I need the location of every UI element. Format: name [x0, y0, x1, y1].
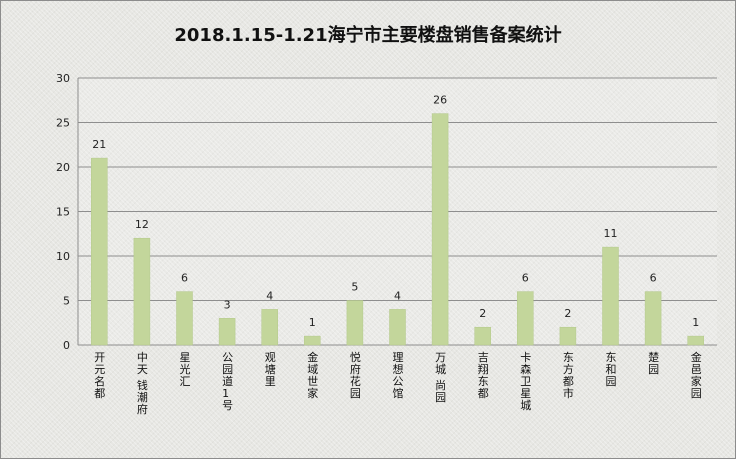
x-tick-label: 公园道 1 号	[222, 351, 233, 412]
bar	[304, 335, 321, 346]
x-tick-label: 悦府花园	[350, 350, 361, 400]
x-tick-label: 万城 尚园	[435, 351, 446, 404]
x-tick-label: 金域世家	[307, 350, 318, 400]
data-label: 2	[479, 307, 486, 320]
data-label: 1	[309, 316, 316, 329]
bar	[602, 246, 619, 346]
y-tick-label: 25	[56, 117, 70, 130]
bar	[218, 318, 236, 346]
x-tick-label: 金邑家园	[691, 350, 702, 400]
y-tick-label: 0	[63, 339, 70, 352]
data-label: 6	[181, 272, 188, 285]
data-label: 1	[692, 316, 699, 329]
bar	[644, 291, 662, 346]
y-tick-label: 30	[56, 72, 70, 85]
bar	[176, 291, 193, 346]
bar	[687, 335, 704, 346]
data-label: 2	[564, 307, 571, 320]
data-label: 5	[351, 281, 358, 294]
y-tick-label: 10	[56, 250, 70, 263]
data-label: 4	[266, 289, 273, 302]
chart-title: 2018.1.15-1.21海宁市主要楼盘销售备案统计	[174, 25, 562, 46]
bar	[517, 291, 534, 346]
x-tick-label: 观塘里	[265, 351, 276, 388]
bar	[389, 309, 406, 346]
data-label: 11	[604, 227, 618, 240]
bar	[559, 326, 577, 346]
y-tick-label: 20	[56, 161, 70, 174]
x-tick-label: 东和园	[606, 351, 617, 388]
x-tick-label: 星光汇	[180, 351, 191, 388]
y-tick-label: 5	[63, 295, 70, 308]
bar	[346, 300, 364, 346]
data-label: 6	[650, 272, 657, 285]
bar	[133, 237, 151, 346]
x-tick-label: 吉翔东都	[478, 351, 489, 400]
x-tick-label: 理想公馆	[393, 351, 404, 400]
bar	[91, 157, 108, 346]
x-tick-label: 开元名都	[94, 351, 105, 400]
x-tick-label: 卡森卫星城	[520, 351, 531, 412]
x-tick-label: 中天 钱潮府	[137, 351, 148, 416]
data-label: 21	[92, 138, 106, 151]
y-tick-label: 15	[56, 206, 70, 219]
x-tick-label: 楚园	[648, 350, 659, 376]
bar	[261, 309, 278, 346]
data-label: 26	[433, 94, 447, 107]
data-label: 4	[394, 289, 401, 302]
bar	[431, 113, 449, 346]
bar	[474, 326, 491, 346]
data-label: 12	[135, 218, 149, 231]
data-label: 6	[522, 272, 529, 285]
x-tick-label: 东方都市	[563, 351, 574, 400]
data-label: 3	[224, 298, 231, 311]
